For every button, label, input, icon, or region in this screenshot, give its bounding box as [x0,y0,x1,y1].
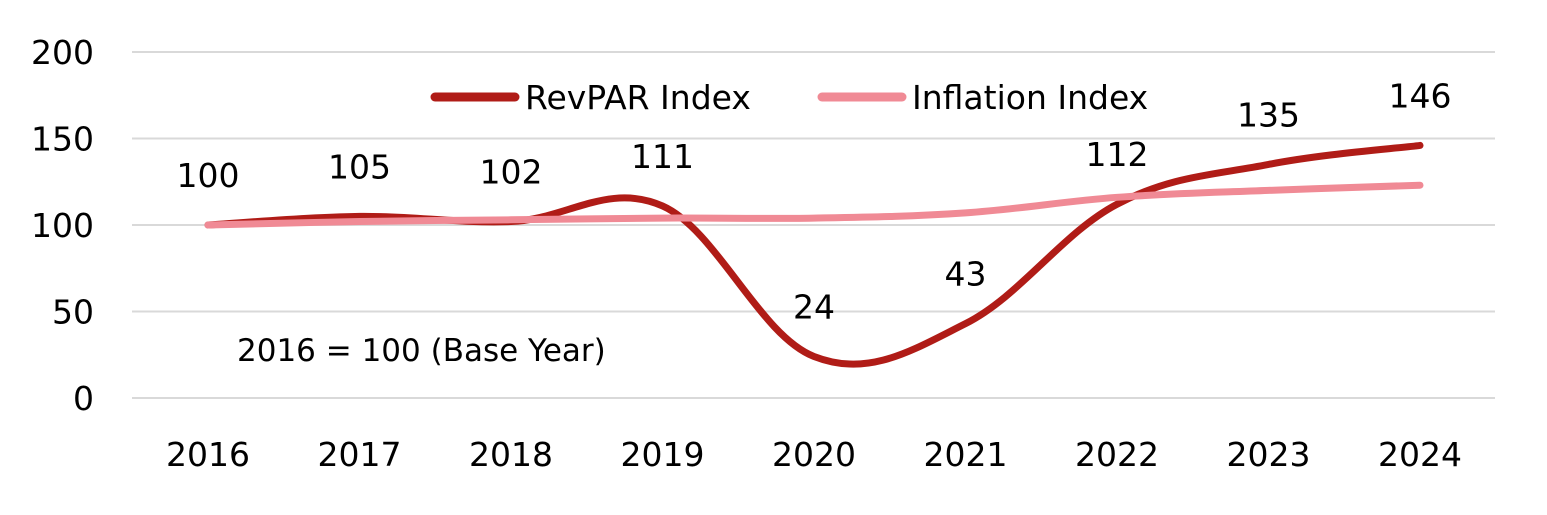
x-axis-ticks: 2016 2017 2018 2019 2020 2021 2022 2023 2024 [166,435,1462,474]
x-tick-label: 2023 [1227,435,1311,474]
y-axis-ticks: 0 50 100 150 200 [31,33,94,418]
x-tick-label: 2019 [621,435,705,474]
x-tick-label: 2020 [772,435,856,474]
legend-label-inflation: Inflation Index [912,78,1148,117]
data-label: 105 [328,147,391,186]
data-label: 24 [793,287,835,326]
data-label: 111 [631,137,694,176]
data-label: 102 [480,153,543,192]
x-tick-label: 2021 [924,435,1008,474]
series-line-inflation [204,181,1424,229]
data-label: 146 [1389,76,1452,115]
base-year-annotation: 2016 = 100 (Base Year) [237,333,606,369]
x-tick-label: 2017 [318,435,402,474]
y-tick-label: 150 [31,120,94,159]
x-tick-label: 2018 [469,435,553,474]
y-tick-label: 50 [52,293,94,332]
data-label: 135 [1237,95,1300,134]
y-tick-label: 0 [73,379,94,418]
y-tick-label: 200 [31,33,94,72]
data-labels: 100 105 102 111 24 43 112 135 146 [177,76,1452,326]
data-label: 43 [945,255,987,294]
x-tick-label: 2022 [1075,435,1159,474]
series-lines [204,141,1424,368]
x-tick-label: 2016 [166,435,250,474]
x-tick-label: 2024 [1378,435,1462,474]
legend: RevPAR Index Inflation Index [430,78,1148,117]
data-label: 100 [177,156,240,195]
legend-label-revpar: RevPAR Index [525,78,751,117]
data-label: 112 [1086,135,1149,174]
y-tick-label: 100 [31,206,94,245]
